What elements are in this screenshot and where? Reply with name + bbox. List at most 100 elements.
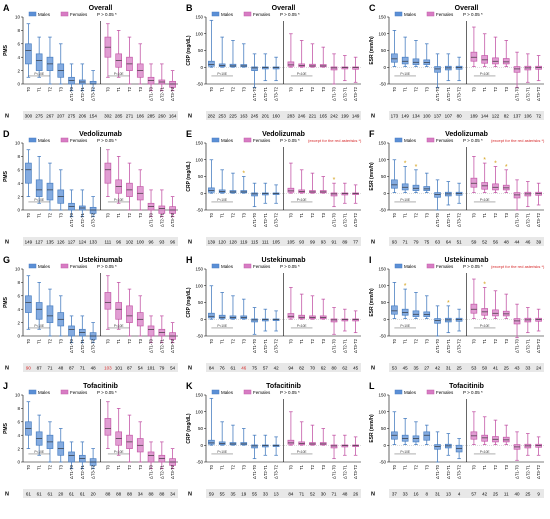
n-band xyxy=(23,363,178,372)
x-tick-label: T0 xyxy=(471,464,476,470)
n-value-males: 90 xyxy=(26,365,32,370)
legend-red-note: (except for the red asterisks *) xyxy=(491,138,545,143)
y-tick-label: 0 xyxy=(200,317,203,322)
box-females-0 xyxy=(104,418,112,436)
y-tick-label: 100 xyxy=(195,283,203,288)
box-males-2 xyxy=(229,315,237,319)
x-tick-label: ΔT2-T1 xyxy=(159,86,164,101)
legend-pvalue: P > 0.05 * xyxy=(97,390,117,395)
n-value-males: 25 xyxy=(457,365,463,370)
y-tick-label: 100 xyxy=(378,283,386,288)
y-tick-label: 10 xyxy=(15,393,21,398)
n-value-males: 76 xyxy=(220,365,226,370)
box-males-1 xyxy=(35,53,43,71)
legend-swatch-females xyxy=(243,137,252,143)
n-label: N xyxy=(5,114,9,120)
x-tick-label: T1 xyxy=(403,338,408,344)
n-value-females: 84 xyxy=(288,491,294,496)
n-value-females: 96 xyxy=(116,239,122,244)
box-females-5 xyxy=(341,66,349,70)
n-value-females: 101 xyxy=(147,365,155,370)
y-axis-label: CRP (mg/dL) xyxy=(186,161,192,192)
n-value-males: 75 xyxy=(424,239,430,244)
box-females-1 xyxy=(481,55,488,64)
y-tick-label: 50 xyxy=(198,48,204,53)
n-band xyxy=(206,489,361,498)
x-tick-label: ΔT2-T1 xyxy=(80,86,85,101)
box-males-4 xyxy=(251,318,258,323)
panel-j: J Tofacitinib Males Females P > 0.05 * 0 2 4 6 8 1… xyxy=(3,381,178,498)
panel-title: Overall xyxy=(272,5,296,12)
x-tick-label: T3 xyxy=(241,212,246,218)
n-value-females: 71 xyxy=(332,491,338,496)
y-axis-label: PMS xyxy=(3,44,9,56)
sig-label-females: P<10E xyxy=(114,198,124,202)
n-value-males: 120 xyxy=(218,239,226,244)
n-label: N xyxy=(188,240,192,246)
x-tick-label: ΔT1-T0 xyxy=(69,338,74,353)
legend-label-females: Females xyxy=(436,390,454,395)
box-males-0 xyxy=(208,187,215,193)
x-tick-label: T3 xyxy=(321,212,326,218)
x-tick-label: ΔT2-T1 xyxy=(342,464,347,479)
n-value-males: 275 xyxy=(68,113,76,118)
sig-label-females: P<10E xyxy=(480,324,490,328)
n-value-males: 160 xyxy=(272,113,280,118)
n-value-males: 111 xyxy=(262,239,269,244)
x-tick-label: T1 xyxy=(116,338,121,344)
n-value-males: 128 xyxy=(229,239,237,244)
box-females-0 xyxy=(470,51,478,62)
sig-label-males: P<10E xyxy=(400,324,410,328)
box-males-0 xyxy=(391,53,398,63)
n-value-females: 62 xyxy=(342,365,348,370)
x-tick-label: T0 xyxy=(26,212,31,218)
legend-pvalue: P > 0.05 * xyxy=(463,138,483,143)
x-tick-label: ΔT1-T0 xyxy=(515,338,520,353)
n-value-males: 61 xyxy=(47,491,53,496)
n-value-females: 96 xyxy=(149,239,155,244)
x-tick-label: ΔT1-T0 xyxy=(149,86,154,101)
y-tick-label: 50 xyxy=(198,174,204,179)
x-tick-label: ΔT3-T2 xyxy=(457,86,462,101)
box-males-6 xyxy=(89,206,97,214)
box-males-4 xyxy=(251,444,258,449)
box-females-5 xyxy=(158,205,166,214)
n-value-males: 134 xyxy=(412,113,420,118)
legend-pvalue: P > 0.05 * xyxy=(280,264,300,269)
box-females-5 xyxy=(341,318,349,322)
legend-label-females: Females xyxy=(253,12,271,17)
box-females-2 xyxy=(492,57,499,65)
panel-b: B Overall Males Females P > 0.05 * -50 0 50 100 1… xyxy=(186,3,361,120)
x-tick-label: ΔT2-T1 xyxy=(446,464,451,479)
x-tick-label: T2 xyxy=(230,86,235,92)
n-value-males: 16 xyxy=(413,491,419,496)
legend-pvalue: P > 0.05 * xyxy=(97,264,117,269)
x-tick-label: T2 xyxy=(127,464,132,470)
x-tick-label: ΔT1-T0 xyxy=(252,338,257,353)
n-band xyxy=(23,111,178,120)
x-tick-label: T0 xyxy=(26,86,31,92)
sig-label-males: P<10E xyxy=(400,72,410,76)
n-value-males: 71 xyxy=(47,365,53,370)
box-females-0 xyxy=(470,177,478,188)
n-value-females: 59 xyxy=(471,239,477,244)
x-tick-label: T3 xyxy=(504,86,509,92)
y-tick-label: 10 xyxy=(15,267,21,272)
x-tick-label: T2 xyxy=(310,464,315,470)
box-females-2 xyxy=(309,63,316,68)
x-tick-label: ΔT3-T2 xyxy=(536,86,541,101)
x-tick-label: T0 xyxy=(471,212,476,218)
x-tick-label: T0 xyxy=(288,212,293,218)
legend-swatch-males xyxy=(28,11,37,17)
x-tick-label: ΔT1-T0 xyxy=(332,338,337,353)
x-tick-label: ΔT1-T0 xyxy=(69,86,74,101)
legend-pvalue: P > 0.05 * xyxy=(463,264,483,269)
y-tick-label: 6 xyxy=(17,420,20,425)
x-tick-label: ΔT1-T0 xyxy=(252,464,257,479)
box-males-0 xyxy=(25,295,32,313)
x-tick-label: T3 xyxy=(321,338,326,344)
x-tick-label: T1 xyxy=(37,338,42,344)
n-value-males: 80 xyxy=(457,113,463,118)
legend-swatch-males xyxy=(28,389,37,395)
n-value-females: 106 xyxy=(524,113,532,118)
